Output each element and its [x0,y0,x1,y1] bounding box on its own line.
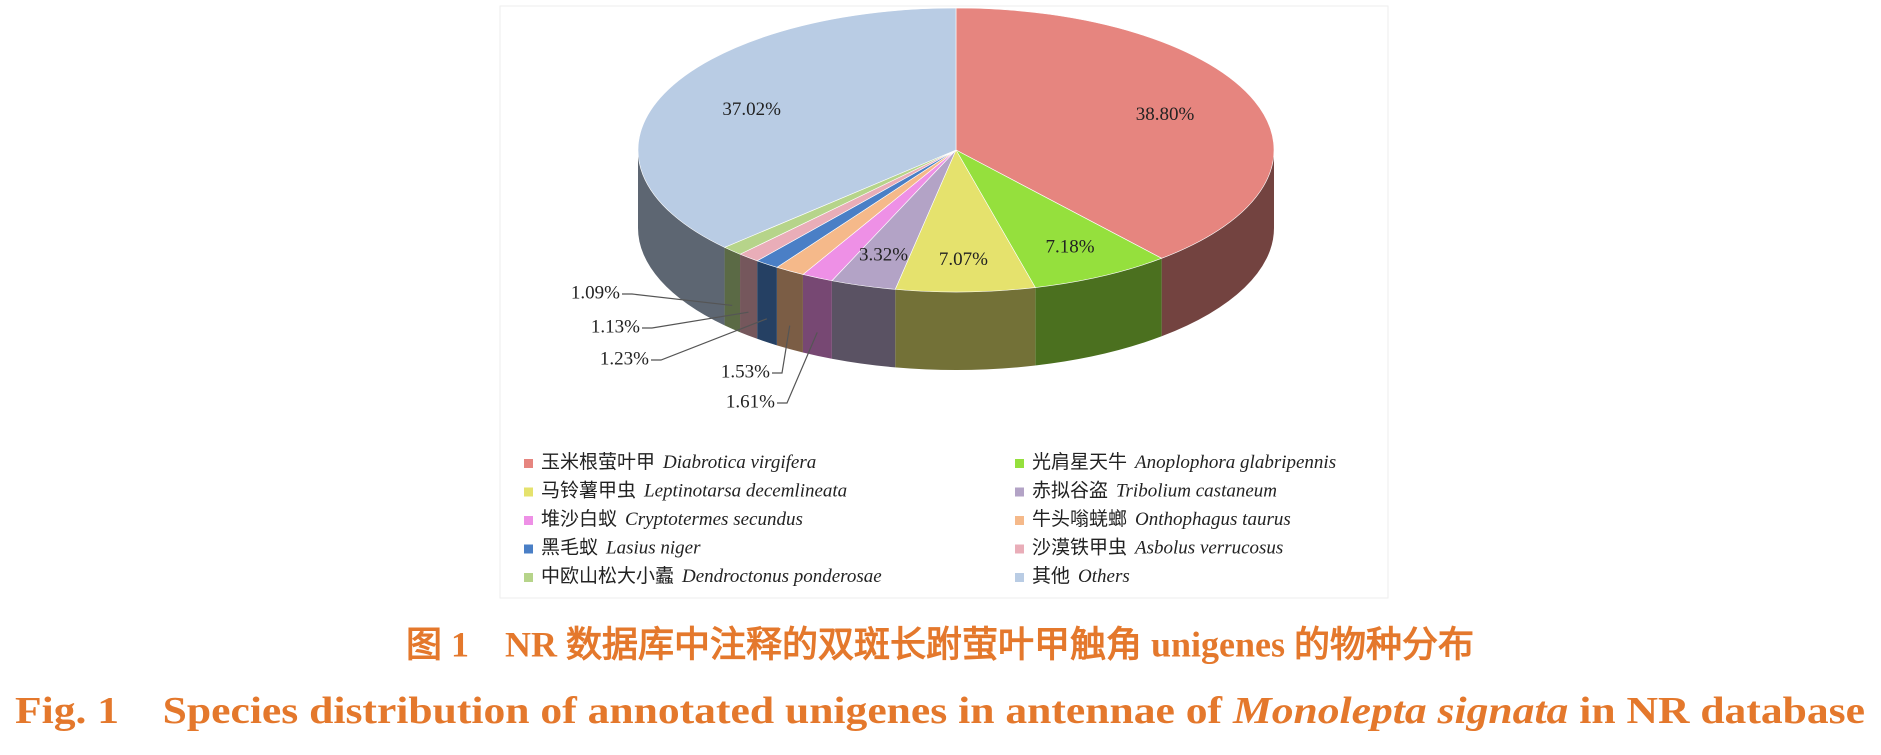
legend-label: 赤拟谷盗 Tribolium castaneum [1032,480,1277,502]
legend-name: 中欧山松大小蠹 [541,565,674,587]
legend-species: Cryptotermes secundus [625,509,803,530]
legend-swatch [524,544,533,554]
slice-side [802,274,832,359]
legend-swatch [524,459,533,468]
caption-part: Monolepta signata [1232,690,1569,732]
caption-part: Fig. 1 Species distribution of annotated… [15,690,1233,732]
legend-label: 光肩星天牛 Anoplophora glabripennis [1032,451,1336,473]
legend-swatch [1015,544,1024,554]
value-label: 1.13% [591,316,640,337]
legend-swatch [524,487,533,497]
caption-cn: 图 1 NR 数据库中注释的双斑长跗萤叶甲触角 unigenes 的物种分布 [406,624,1474,664]
value-label: 1.23% [600,348,649,369]
legend: 玉米根萤叶甲 Diabrotica virgifera 光肩星天牛 Anoplopho… [524,451,1336,587]
slice [955,7,1275,259]
legend-name: 其他 [1032,565,1070,587]
legend-name: 堆沙白蚁 [541,508,617,530]
value-label: 7.18% [1045,237,1094,258]
legend-name: 马铃薯甲虫 [541,480,636,502]
legend-swatch [524,573,533,582]
slice-side [831,280,896,368]
legend-species: Dendroctonus ponderosae [681,566,882,587]
slice-side [895,287,1036,370]
slice-side [638,150,725,326]
leader-line [642,311,749,329]
caption-en: Fig. 1 Species distribution of annotated… [15,690,1865,732]
legend-swatch [524,516,533,525]
slice [894,149,1036,293]
legend-label: 沙漠铁甲虫 Asbolus verrucosus [1032,537,1283,559]
slice-side [740,254,758,339]
legend-swatch [1015,487,1024,497]
legend-label: 黑毛蚁 Lasius niger [541,537,701,559]
value-label: 1.09% [571,282,620,303]
legend-species: Anoplophora glabripennis [1133,452,1336,473]
caption-part: in NR database [1568,690,1865,732]
leader-line [772,325,791,374]
legend-name: 牛头嗡蜣螂 [1032,508,1127,530]
legend-species: Diabrotica virgifera [662,452,816,473]
legend-species: Leptinotarsa decemlineata [643,481,847,502]
pie: 38.80% 7.18% 7.07% 3.32% 1.61% 1.53% 1.23% 1.13… [571,7,1275,412]
value-label: 3.32% [859,244,908,265]
legend-label: 堆沙白蚁 Cryptotermes secundus [541,508,803,530]
legend-label: 马铃薯甲虫 Leptinotarsa decemlineata [541,480,847,502]
legend-species: Onthophagus taurus [1135,509,1291,530]
leader-line [622,293,733,307]
slice-side [776,267,803,353]
legend-swatch [1015,573,1024,582]
legend-species: Asbolus verrucosus [1133,538,1283,559]
slice [637,7,957,248]
slice [955,149,1163,288]
slice-side [1035,258,1162,366]
legend-name: 黑毛蚁 [541,537,598,559]
legend-species: Others [1078,566,1130,587]
legend-swatch [1015,516,1024,525]
legend-name: 光肩星天牛 [1032,451,1127,473]
legend-label: 牛头嗡蜣螂 Onthophagus taurus [1032,508,1291,530]
legend-species: Tribolium castaneum [1116,481,1277,502]
legend-label: 玉米根萤叶甲 Diabrotica virgifera [541,451,816,473]
slice-side [724,247,741,333]
legend-name: 沙漠铁甲虫 [1032,537,1127,559]
legend-label: 其他 Others [1032,565,1130,587]
leader-line [777,332,818,404]
slice-side [1161,150,1274,337]
legend-name: 玉米根萤叶甲 [541,451,655,473]
legend-name: 赤拟谷盗 [1032,480,1108,502]
legend-swatch [1015,459,1024,468]
value-label: 38.80% [1136,104,1195,125]
legend-species: Lasius niger [605,538,701,559]
legend-label: 中欧山松大小蠹 Dendroctonus ponderosae [541,565,882,587]
value-label: 1.61% [726,391,775,412]
leader-line [651,318,768,361]
value-label: 37.02% [722,99,781,120]
value-label: 1.53% [721,361,770,382]
value-label: 7.07% [939,249,988,270]
slice-side [757,260,777,346]
